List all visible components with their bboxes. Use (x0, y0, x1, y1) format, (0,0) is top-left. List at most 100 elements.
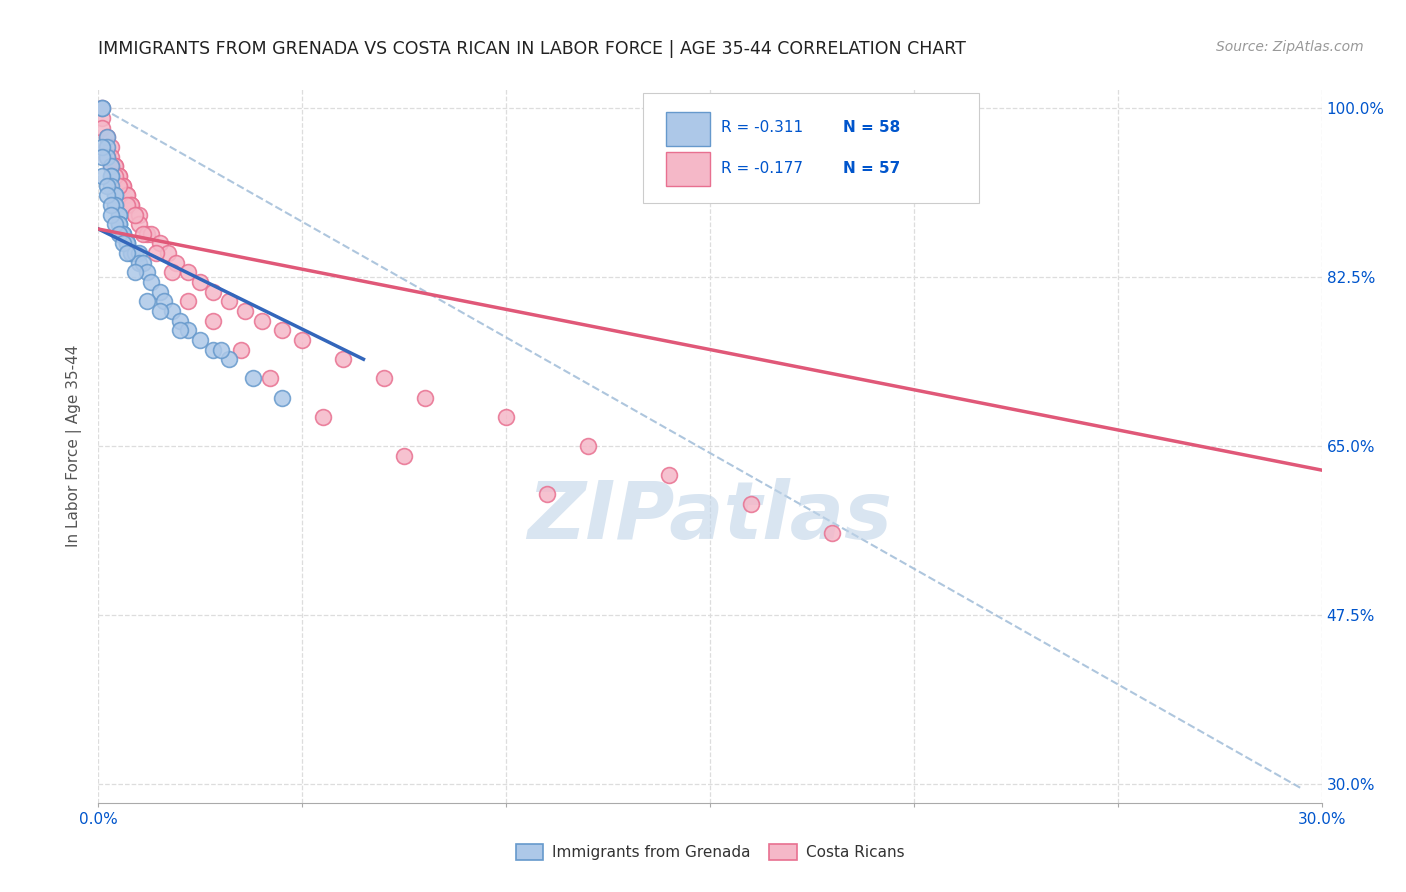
Point (108, 169, 131, 183)
Point (104, 188, 127, 202)
Point (242, 371, 264, 385)
Point (104, 217, 127, 231)
Point (149, 304, 172, 318)
Point (96, 188, 118, 202)
Point (160, 265, 183, 279)
Text: R = -0.177: R = -0.177 (721, 161, 803, 176)
Point (312, 410, 335, 425)
Point (141, 227, 163, 241)
Text: IMMIGRANTS FROM GRENADA VS COSTA RICAN IN LABOR FORCE | AGE 35-44 CORRELATION CH: IMMIGRANTS FROM GRENADA VS COSTA RICAN I… (98, 40, 966, 58)
Point (100, 159, 122, 173)
Point (160, 304, 183, 318)
Point (128, 217, 150, 231)
Point (111, 227, 134, 241)
Point (120, 198, 142, 212)
Point (250, 313, 273, 327)
Point (576, 439, 599, 453)
Point (104, 159, 127, 173)
Point (104, 188, 127, 202)
Point (156, 246, 179, 260)
Point (96, 150, 118, 164)
Point (218, 294, 240, 309)
Point (96, 140, 118, 154)
Point (96, 150, 118, 164)
Point (536, 487, 558, 501)
Point (188, 275, 212, 289)
Point (177, 265, 200, 279)
Point (108, 217, 131, 231)
Point (91, 140, 114, 154)
Legend: Immigrants from Grenada, Costa Ricans: Immigrants from Grenada, Costa Ricans (509, 838, 911, 866)
Point (495, 410, 517, 425)
Point (96, 130, 118, 145)
Point (96, 178, 118, 193)
Point (209, 343, 232, 357)
Point (136, 227, 159, 241)
Point (104, 198, 127, 212)
Point (115, 188, 138, 202)
Point (145, 246, 167, 260)
Point (152, 294, 174, 309)
FancyBboxPatch shape (666, 112, 710, 146)
Point (100, 169, 122, 183)
Point (149, 285, 172, 299)
Point (201, 285, 224, 299)
Point (132, 227, 155, 241)
Point (91, 150, 114, 164)
Point (108, 227, 131, 241)
Point (115, 188, 138, 202)
Point (201, 343, 224, 357)
Point (100, 159, 122, 173)
Point (165, 256, 187, 270)
Point (124, 265, 146, 279)
Point (108, 208, 131, 222)
Point (91, 111, 114, 125)
Point (201, 313, 224, 327)
Point (231, 343, 253, 357)
Point (291, 333, 314, 347)
Point (115, 236, 138, 251)
Point (100, 208, 122, 222)
Text: N = 58: N = 58 (844, 120, 901, 135)
Point (111, 236, 134, 251)
Point (91, 102, 114, 116)
Point (188, 333, 212, 347)
Point (104, 169, 127, 183)
Point (413, 391, 436, 405)
Point (270, 323, 294, 337)
Point (124, 246, 146, 260)
Point (169, 313, 191, 327)
Point (136, 294, 159, 309)
Point (124, 208, 146, 222)
Point (91, 120, 114, 135)
Text: N = 57: N = 57 (844, 161, 901, 176)
Point (124, 208, 146, 222)
Point (108, 169, 131, 183)
Point (149, 236, 172, 251)
Point (104, 198, 127, 212)
Point (111, 178, 134, 193)
Point (332, 352, 354, 367)
Point (100, 169, 122, 183)
Point (108, 208, 131, 222)
Point (120, 246, 142, 260)
Point (120, 246, 142, 260)
Text: Source: ZipAtlas.com: Source: ZipAtlas.com (1216, 40, 1364, 54)
Point (100, 150, 122, 164)
Point (96, 140, 118, 154)
Text: ZIPatlas: ZIPatlas (527, 478, 893, 557)
Point (115, 236, 138, 251)
Point (128, 208, 150, 222)
Point (100, 140, 122, 154)
Point (821, 525, 844, 540)
Point (108, 217, 131, 231)
Point (128, 246, 150, 260)
Point (108, 217, 131, 231)
FancyBboxPatch shape (666, 152, 710, 186)
Point (177, 323, 200, 337)
Point (120, 198, 142, 212)
Point (115, 246, 138, 260)
Point (91, 169, 114, 183)
Point (218, 352, 240, 367)
Point (141, 275, 163, 289)
